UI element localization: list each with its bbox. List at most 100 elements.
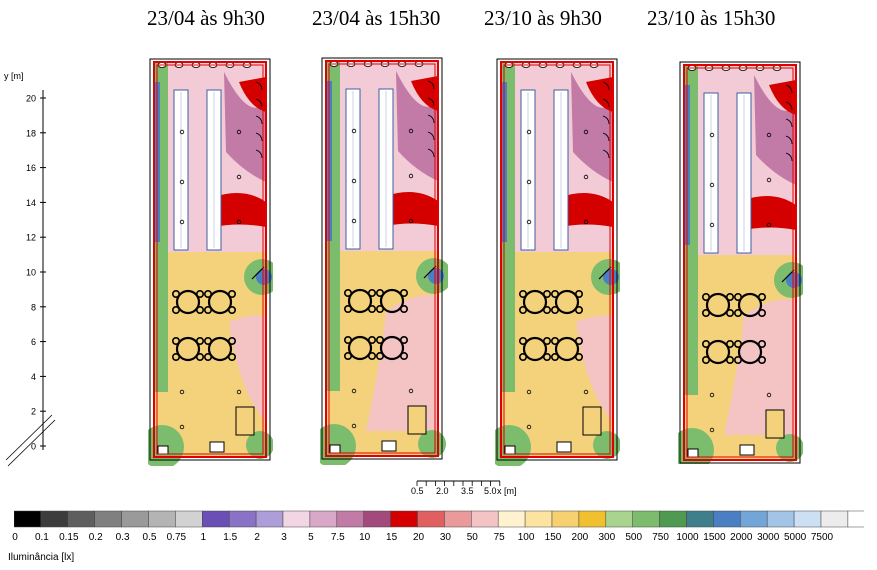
zone — [769, 80, 796, 115]
chair — [400, 335, 409, 344]
window — [255, 115, 263, 125]
legend-swatch — [444, 510, 472, 528]
legend-value-label: 2000 — [730, 532, 753, 543]
legend-swatch — [309, 510, 338, 528]
luminaire — [408, 388, 414, 394]
chair — [542, 336, 551, 345]
luminaire — [179, 129, 185, 135]
legend-swatch — [713, 510, 741, 528]
chair — [725, 339, 734, 348]
legend-swatch — [363, 510, 391, 528]
chair — [733, 309, 742, 318]
zone — [603, 269, 619, 285]
luminaire — [408, 218, 414, 224]
legend-swatch — [847, 510, 864, 528]
table — [737, 339, 763, 365]
legend-swatch — [121, 510, 149, 528]
chair — [375, 335, 384, 344]
legend-value-label: 1 — [200, 532, 207, 543]
y-tick-label: 8 — [31, 302, 36, 312]
chair — [733, 339, 742, 348]
legend-value-label: 1500 — [703, 532, 726, 543]
chair — [367, 305, 376, 314]
legend-value-label: 150 — [544, 532, 562, 543]
chair — [725, 293, 734, 302]
zone — [428, 268, 444, 284]
counter — [556, 441, 572, 453]
luminaire — [351, 423, 357, 429]
chair — [725, 355, 734, 364]
window — [255, 81, 263, 91]
zone — [724, 299, 796, 435]
wall-inner — [156, 64, 264, 455]
luminaire — [583, 174, 589, 180]
legend-swatch — [175, 510, 203, 528]
legend-swatch — [578, 510, 607, 528]
chair — [228, 336, 237, 345]
legend-value-label: 10 — [359, 532, 371, 543]
y-tick-label: 12 — [26, 233, 36, 243]
scale-bar-tick-label: 0.5 — [411, 486, 424, 496]
legend-swatch — [390, 510, 418, 528]
luminaire — [709, 132, 715, 138]
chair — [375, 351, 384, 360]
scale-bar-tick-label: 5.0 — [484, 486, 497, 496]
chair — [575, 290, 584, 299]
chair — [550, 306, 559, 315]
legend-value-label: 0.2 — [88, 532, 103, 543]
chair — [367, 335, 376, 344]
zone — [786, 272, 802, 288]
legend-value-label: 0.75 — [166, 532, 187, 543]
luminaire — [583, 389, 589, 395]
table — [175, 289, 201, 315]
chair — [343, 289, 352, 298]
table — [705, 339, 731, 365]
chair — [400, 289, 409, 298]
window — [602, 81, 610, 91]
door — [781, 269, 795, 283]
table — [522, 289, 548, 315]
window — [785, 84, 793, 94]
chair — [375, 289, 384, 298]
zone — [754, 75, 796, 185]
chair — [171, 290, 180, 299]
legend-swatch — [282, 510, 311, 528]
y-tick-label: 10 — [26, 268, 36, 278]
luminaire — [236, 219, 242, 225]
chair — [367, 289, 376, 298]
y-tick-label: 4 — [31, 372, 36, 382]
legend-swatch — [14, 510, 42, 528]
legend-value-label: 1000 — [676, 532, 699, 543]
luminaire — [179, 219, 185, 225]
y-tick-label: 20 — [26, 94, 36, 104]
legend-value-label: 500 — [625, 532, 643, 543]
chair — [203, 352, 212, 361]
wall-red — [500, 61, 614, 458]
legend-value-label: 30 — [439, 532, 451, 543]
luminaire — [709, 182, 715, 188]
title-plan-3: 23/10 às 9h30 — [484, 6, 602, 30]
counter — [582, 406, 602, 436]
chair — [575, 336, 584, 345]
legend-swatch — [605, 510, 633, 528]
legend-swatch — [551, 510, 580, 528]
wall-outline — [149, 58, 271, 461]
zone — [366, 295, 438, 431]
chair — [171, 352, 180, 361]
luminaire — [526, 389, 532, 395]
legend-swatch — [255, 510, 284, 528]
zone — [229, 315, 266, 422]
zone — [214, 193, 266, 227]
floor-plan-4 — [678, 61, 803, 464]
luminaire — [583, 219, 589, 225]
zone — [576, 315, 613, 422]
luminaire — [236, 389, 242, 395]
chair — [203, 336, 212, 345]
table — [175, 336, 201, 362]
table — [737, 292, 763, 318]
legend-swatch — [471, 510, 499, 528]
luminaire — [526, 219, 532, 225]
wall-inner — [328, 63, 436, 454]
luminaire — [351, 218, 357, 224]
